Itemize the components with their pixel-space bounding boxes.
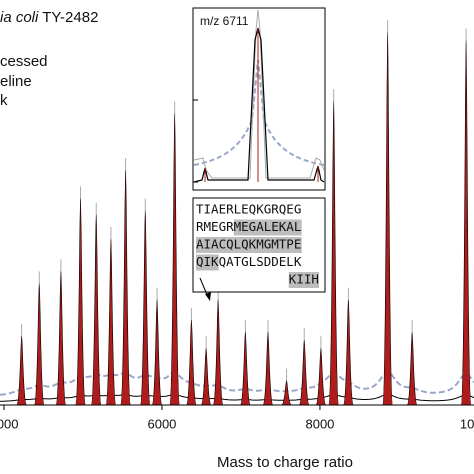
peak	[169, 113, 180, 406]
peak	[139, 210, 151, 406]
legend-entry: cessed	[0, 53, 48, 70]
inset-label: m/z 6711	[200, 14, 249, 28]
peak	[240, 331, 251, 406]
x-tick-label: 4000	[0, 416, 18, 431]
peak	[55, 271, 67, 406]
peak	[262, 331, 274, 406]
sequence-row: RMEGRMEGALEKAL	[196, 219, 301, 234]
peak	[328, 100, 339, 406]
arrow-head	[205, 292, 211, 301]
baseline-estimate	[0, 370, 474, 396]
chart-title: ia coli TY-2482	[0, 9, 98, 26]
legend-entry: k	[0, 92, 8, 109]
sequence-row: KIIH	[289, 272, 319, 287]
peak	[406, 331, 418, 406]
peak	[186, 319, 197, 406]
peak	[212, 299, 224, 406]
peak	[460, 40, 472, 406]
peak	[281, 380, 292, 406]
peak	[16, 335, 27, 406]
x-tick-label: 10000	[460, 416, 474, 431]
baseline	[0, 393, 474, 402]
peak	[343, 299, 354, 406]
x-tick-label: 6000	[147, 416, 176, 431]
legend-entry: eline	[0, 73, 32, 90]
title-rest: TY-2482	[42, 9, 98, 26]
peak	[200, 347, 212, 406]
sequence-row: TIAERLEQKGRQEG	[196, 202, 301, 217]
highlight	[233, 219, 302, 236]
sequence: TIAERLEQKGRQEG RMEGRMEGALEKAL AIACQLQKMGMT…	[196, 202, 319, 288]
highlight	[196, 254, 219, 271]
peak	[105, 238, 117, 406]
peak	[33, 283, 45, 406]
peak	[298, 339, 310, 406]
highlight	[288, 272, 319, 288]
peak	[120, 169, 131, 406]
peak	[382, 32, 393, 406]
peaks	[0, 20, 474, 406]
inset-box	[192, 7, 326, 191]
peak	[151, 299, 163, 406]
highlight	[196, 237, 302, 253]
x-axis-label: Mass to charge ratio	[217, 454, 353, 471]
peak	[75, 198, 86, 406]
peak	[315, 347, 327, 406]
sequence-row: AIACQLQKMGMTPE	[196, 237, 301, 252]
sequence-row: QIKQATGLSDDELK	[196, 254, 302, 269]
title-italic: ia coli	[0, 9, 39, 26]
x-tick-label: 8000	[305, 416, 334, 431]
peak	[90, 214, 102, 406]
